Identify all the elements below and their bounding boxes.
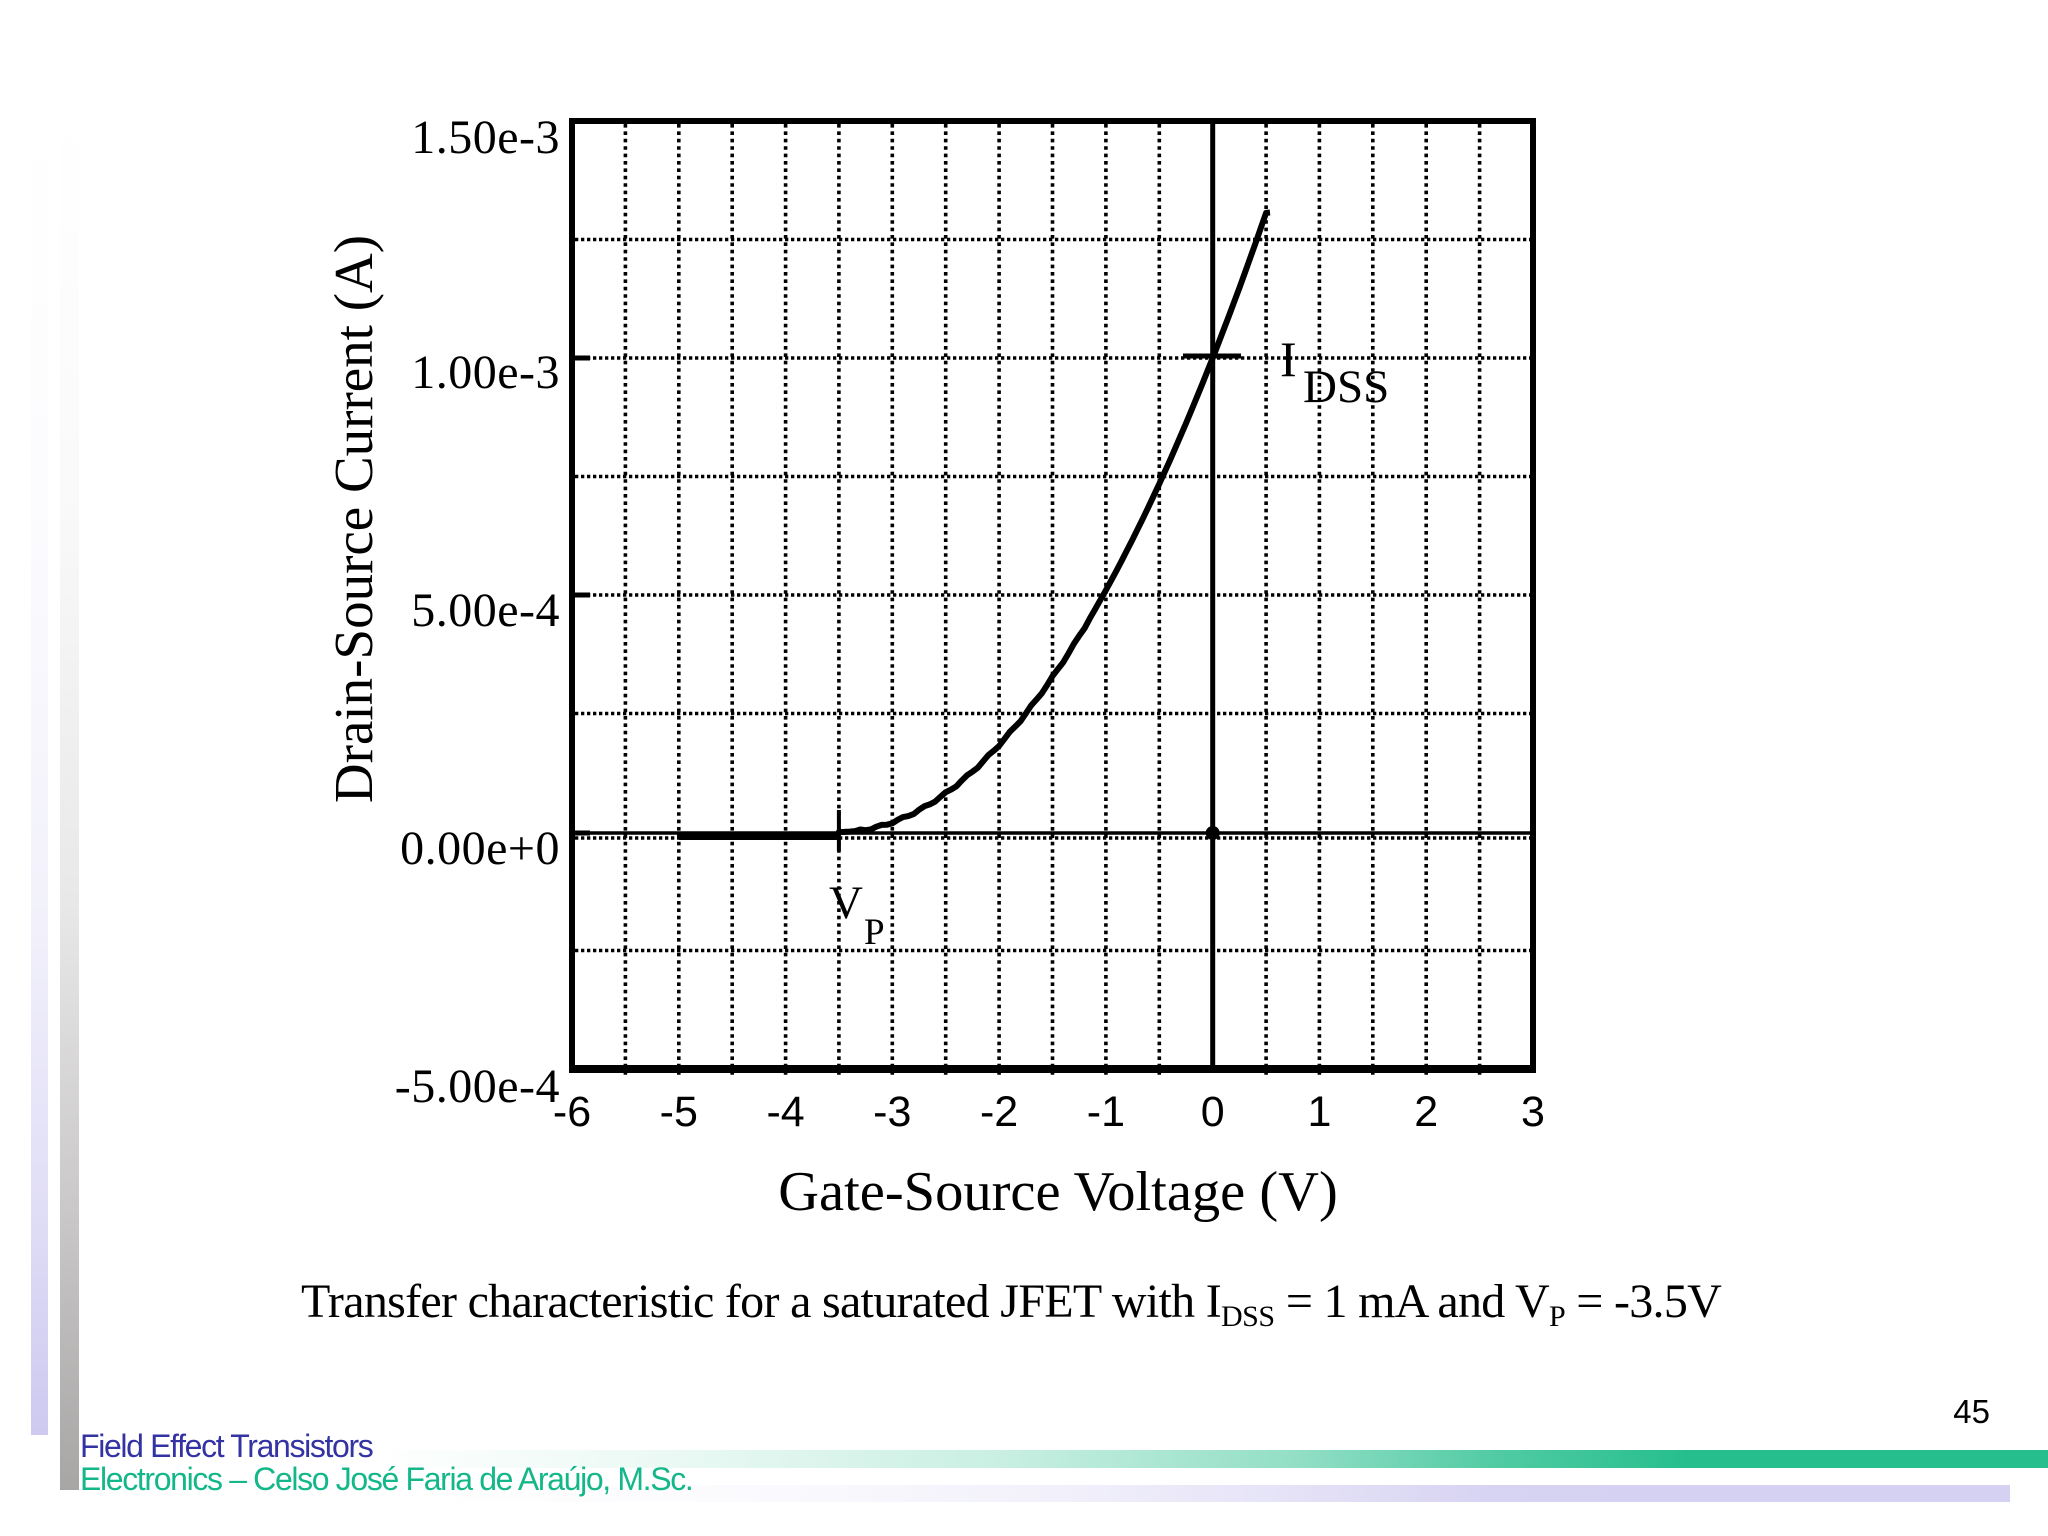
svg-text:-3: -3 bbox=[873, 1088, 911, 1136]
svg-text:-6: -6 bbox=[553, 1088, 591, 1136]
svg-text:-5: -5 bbox=[660, 1088, 698, 1136]
svg-text:-2: -2 bbox=[980, 1088, 1018, 1136]
svg-text:Drain-Source Current (A): Drain-Source Current (A) bbox=[323, 235, 384, 803]
svg-text:3: 3 bbox=[1521, 1088, 1545, 1136]
svg-text:0.00e+0: 0.00e+0 bbox=[400, 822, 560, 875]
svg-text:DSS: DSS bbox=[1303, 361, 1389, 413]
svg-text:-4: -4 bbox=[766, 1088, 804, 1136]
svg-text:1.50e-3: 1.50e-3 bbox=[411, 111, 560, 164]
svg-text:V: V bbox=[829, 877, 863, 929]
svg-text:5.00e-4: 5.00e-4 bbox=[411, 584, 560, 637]
svg-text:I: I bbox=[1280, 331, 1297, 387]
svg-text:-1: -1 bbox=[1087, 1088, 1125, 1136]
svg-text:1: 1 bbox=[1307, 1088, 1331, 1136]
svg-text:-5.00e-4: -5.00e-4 bbox=[395, 1060, 560, 1113]
svg-text:2: 2 bbox=[1414, 1088, 1438, 1136]
svg-text:0: 0 bbox=[1201, 1088, 1225, 1136]
svg-text:Gate-Source Voltage (V): Gate-Source Voltage (V) bbox=[778, 1161, 1338, 1223]
svg-text:1.00e-3: 1.00e-3 bbox=[411, 346, 560, 399]
svg-text:P: P bbox=[864, 912, 885, 953]
